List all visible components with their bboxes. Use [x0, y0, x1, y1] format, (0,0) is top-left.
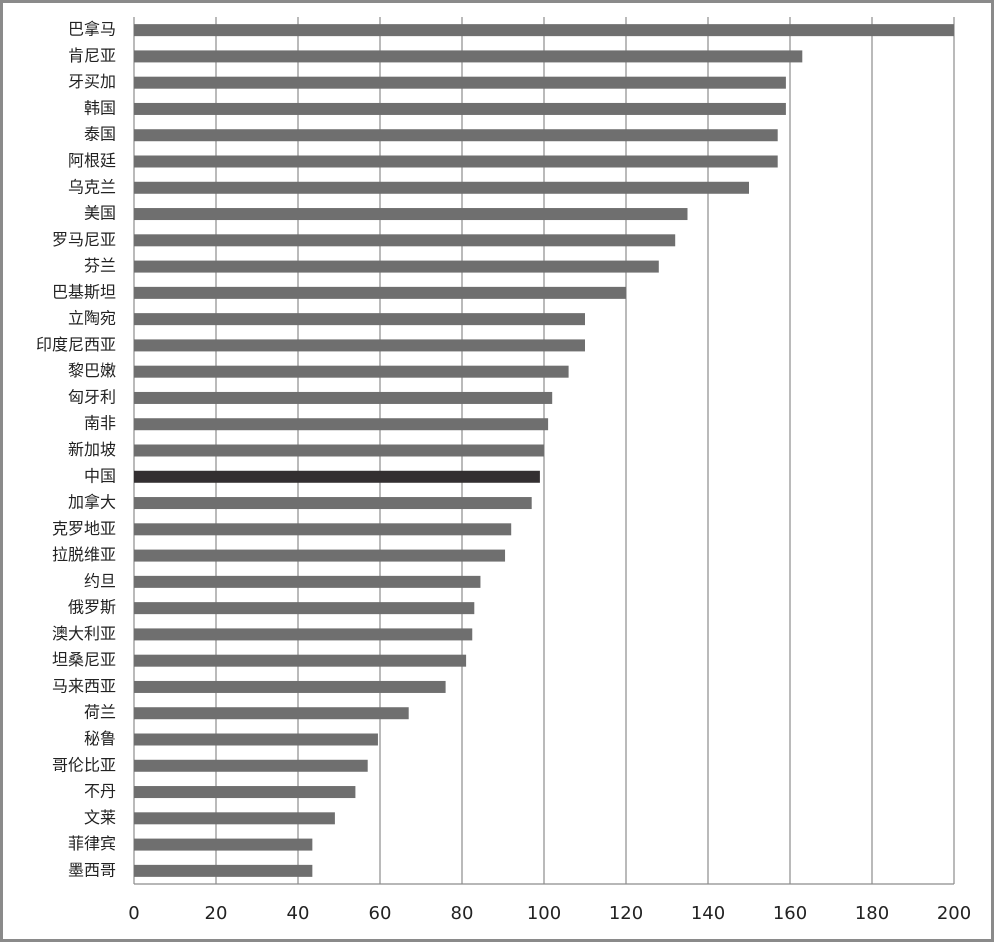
- bar: [134, 575, 481, 588]
- bar: [134, 50, 803, 63]
- x-tick-label: 100: [527, 903, 561, 924]
- y-tick-label: 泰国: [84, 125, 116, 144]
- x-tick-label: 140: [691, 903, 725, 924]
- bar: [134, 628, 473, 641]
- x-tick-label: 80: [451, 903, 474, 924]
- bar: [134, 759, 368, 772]
- x-tick-label: 60: [369, 903, 392, 924]
- bar: [134, 313, 585, 326]
- y-tick-label: 美国: [84, 204, 116, 223]
- y-tick-label: 阿根廷: [68, 151, 116, 170]
- y-tick-label: 印度尼西亚: [36, 335, 116, 354]
- y-tick-label: 菲律宾: [68, 834, 116, 853]
- bar: [134, 838, 313, 851]
- bar: [134, 786, 356, 799]
- y-tick-label: 文莱: [84, 808, 116, 827]
- y-tick-label: 荷兰: [84, 703, 116, 722]
- y-tick-label: 新加坡: [68, 440, 116, 459]
- y-tick-label: 匈牙利: [68, 387, 116, 406]
- y-tick-label: 芬兰: [84, 256, 116, 275]
- bar: [134, 181, 749, 194]
- bar: [134, 497, 532, 510]
- x-tick-label: 200: [937, 903, 971, 924]
- x-tick-label: 20: [205, 903, 228, 924]
- y-tick-label: 马来西亚: [52, 676, 116, 695]
- y-tick-label: 澳大利亚: [52, 624, 116, 643]
- bar: [134, 365, 569, 378]
- y-tick-label: 肯尼亚: [68, 46, 116, 65]
- y-tick-label: 约旦: [84, 571, 116, 590]
- y-tick-label: 秘鲁: [84, 729, 116, 748]
- bar: [134, 76, 786, 89]
- y-tick-label: 克罗地亚: [52, 519, 116, 538]
- x-tick-label: 180: [855, 903, 889, 924]
- y-tick-label: 墨西哥: [68, 860, 116, 879]
- bar: [134, 549, 506, 562]
- bar: [134, 260, 659, 273]
- bar: [134, 129, 778, 142]
- bar: [134, 418, 549, 431]
- y-tick-label: 黎巴嫩: [68, 361, 116, 380]
- bar: [134, 155, 778, 168]
- y-tick-label: 坦桑尼亚: [52, 650, 116, 669]
- bar: [134, 707, 409, 720]
- bar: [134, 680, 446, 693]
- y-tick-label: 哥伦比亚: [52, 755, 116, 774]
- bar: [134, 812, 335, 825]
- x-tick-label: 120: [609, 903, 643, 924]
- y-tick-label: 拉脱维亚: [52, 545, 116, 564]
- bar: [134, 391, 553, 404]
- bar: [134, 102, 786, 115]
- bar: [134, 339, 585, 352]
- y-tick-label: 罗马尼亚: [52, 230, 116, 249]
- bar: [134, 470, 540, 483]
- bar: [134, 654, 467, 667]
- y-tick-label: 牙买加: [68, 72, 116, 91]
- y-tick-label: 不丹: [84, 782, 116, 801]
- x-tick-label: 160: [773, 903, 807, 924]
- y-tick-label: 中国: [84, 466, 116, 485]
- y-tick-label: 韩国: [84, 98, 116, 117]
- bar: [134, 444, 544, 457]
- bar: [134, 602, 475, 615]
- bar: [134, 24, 954, 37]
- y-tick-label: 俄罗斯: [68, 598, 116, 617]
- y-tick-label: 巴基斯坦: [52, 282, 116, 301]
- x-tick-label: 0: [128, 903, 139, 924]
- y-tick-label: 乌克兰: [68, 177, 116, 196]
- x-tick-label: 40: [287, 903, 310, 924]
- y-tick-label: 巴拿马: [68, 20, 116, 39]
- y-tick-label: 立陶宛: [68, 309, 116, 328]
- bar: [134, 234, 676, 247]
- y-tick-label: 南非: [84, 414, 116, 433]
- bar: [134, 208, 688, 221]
- bar: [134, 864, 313, 877]
- bar: [134, 733, 378, 746]
- y-tick-label: 加拿大: [68, 493, 116, 512]
- bar: [134, 286, 626, 299]
- bar: [134, 523, 512, 536]
